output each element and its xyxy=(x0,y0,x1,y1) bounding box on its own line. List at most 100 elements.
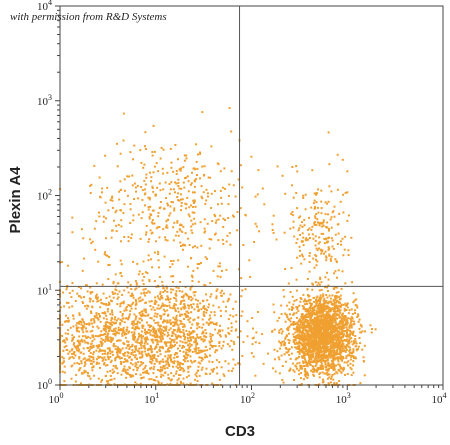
data-point xyxy=(93,164,96,167)
data-point xyxy=(125,333,128,335)
data-point xyxy=(345,357,348,360)
data-point xyxy=(115,209,118,212)
data-point xyxy=(319,312,322,315)
data-point xyxy=(311,308,314,311)
data-point xyxy=(341,339,344,342)
data-point xyxy=(196,327,199,330)
data-point xyxy=(278,358,281,361)
data-point xyxy=(175,318,178,321)
data-point xyxy=(205,321,208,324)
data-point xyxy=(197,280,200,283)
data-point xyxy=(218,345,221,348)
data-point xyxy=(339,349,342,352)
data-point xyxy=(313,317,316,320)
data-point xyxy=(337,300,340,303)
data-point xyxy=(71,231,74,234)
data-point xyxy=(296,323,299,326)
data-point xyxy=(323,328,326,331)
data-point xyxy=(340,317,343,320)
data-point xyxy=(313,207,316,210)
data-point xyxy=(321,222,324,225)
data-point xyxy=(179,350,182,352)
data-point xyxy=(77,339,80,342)
data-point xyxy=(109,199,112,202)
data-point xyxy=(339,342,342,345)
data-point xyxy=(339,306,342,309)
data-point xyxy=(318,314,321,317)
data-point xyxy=(299,337,302,340)
data-point xyxy=(354,309,356,312)
data-point xyxy=(317,343,320,346)
data-point xyxy=(116,165,119,168)
data-point xyxy=(320,315,323,318)
data-point xyxy=(324,315,327,318)
data-point xyxy=(315,301,318,304)
data-point xyxy=(319,308,322,310)
data-point xyxy=(193,217,196,220)
data-point xyxy=(201,165,204,168)
data-point xyxy=(104,338,107,341)
data-point xyxy=(81,340,84,343)
data-point xyxy=(112,206,114,209)
data-point xyxy=(335,307,338,310)
data-point xyxy=(196,174,198,176)
data-point xyxy=(129,283,132,286)
data-point xyxy=(252,336,255,339)
data-point xyxy=(178,168,181,171)
data-point xyxy=(119,348,122,351)
data-point xyxy=(310,340,313,343)
data-point xyxy=(296,256,299,259)
data-point xyxy=(104,350,107,353)
data-point xyxy=(108,301,110,304)
data-point xyxy=(273,348,276,351)
data-point xyxy=(71,216,74,219)
data-point xyxy=(109,327,112,330)
data-point xyxy=(169,337,172,340)
data-point xyxy=(318,335,321,338)
data-point xyxy=(157,297,160,300)
data-point xyxy=(189,359,192,362)
data-point xyxy=(359,331,362,334)
data-point xyxy=(337,291,340,294)
data-point xyxy=(227,369,230,372)
data-point xyxy=(292,323,295,326)
data-point xyxy=(350,374,353,377)
data-point xyxy=(293,300,296,302)
data-point xyxy=(125,329,128,332)
data-point xyxy=(306,288,309,291)
data-point xyxy=(319,301,321,304)
data-point xyxy=(126,368,129,371)
data-point xyxy=(140,361,143,364)
data-point xyxy=(155,339,158,342)
data-point xyxy=(286,304,289,307)
data-point xyxy=(327,333,330,336)
data-point xyxy=(206,257,208,260)
data-point xyxy=(316,311,318,314)
data-point xyxy=(151,219,154,222)
data-point xyxy=(138,350,141,353)
data-point xyxy=(296,346,299,349)
data-point xyxy=(339,353,342,356)
data-point xyxy=(83,365,86,368)
data-point xyxy=(361,348,364,351)
data-point xyxy=(169,321,172,324)
data-point xyxy=(110,236,113,239)
data-point xyxy=(331,328,334,331)
data-point xyxy=(321,371,324,374)
data-point xyxy=(159,340,162,343)
data-point xyxy=(145,173,148,176)
data-point xyxy=(136,327,139,330)
data-point xyxy=(323,352,326,355)
data-point xyxy=(197,322,200,325)
data-point xyxy=(113,322,116,325)
data-point xyxy=(174,303,177,306)
data-point xyxy=(65,301,68,304)
data-point xyxy=(102,215,105,218)
data-point xyxy=(304,371,307,374)
x-tick-label: 103 xyxy=(336,391,351,406)
data-point xyxy=(349,366,352,369)
data-point xyxy=(316,353,319,356)
data-point xyxy=(134,347,137,350)
data-point xyxy=(333,306,336,308)
data-point xyxy=(98,211,100,214)
